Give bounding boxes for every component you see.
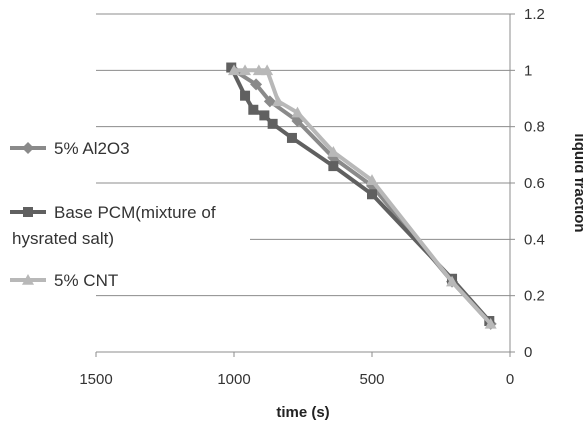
series-2 [228, 64, 497, 329]
y-tick-label: 0.8 [524, 119, 545, 136]
series-0 [228, 64, 497, 330]
legend-label-line: Base PCM(mixture of [54, 203, 216, 222]
y-tick-label: 1 [524, 62, 532, 79]
data-point [327, 146, 340, 157]
legend-label: 5% CNT [54, 271, 118, 290]
legend-label: 5% Al2O3 [54, 139, 130, 158]
data-point [248, 104, 259, 115]
data-point [367, 189, 377, 200]
data-point [226, 62, 237, 73]
legend-marker [23, 207, 33, 217]
x-tick-label: 500 [359, 371, 384, 388]
data-point [484, 317, 497, 329]
data-point [446, 275, 459, 287]
data-point [267, 118, 278, 129]
y-tick-label: 0 [524, 344, 532, 361]
legend-label: Base PCM(mixture of hysrated salt) [12, 203, 216, 248]
legend-item: 5% CNT [4, 264, 164, 292]
data-point [261, 64, 274, 76]
data-point [263, 95, 276, 108]
data-point [250, 78, 263, 91]
series-line [232, 68, 493, 326]
legend: 5% Al2O3 Base PCM(mixture of hysrated salt… [4, 132, 250, 292]
data-point [286, 132, 297, 143]
x-axis-title: time (s) [276, 404, 329, 421]
data-point [239, 64, 252, 76]
data-point [228, 64, 240, 76]
axes [95, 13, 515, 357]
series-layer [226, 62, 497, 330]
tick-labels: 0 0.2 0.4 0.6 0.8 1 1.2 1500 1000 500 0 [79, 6, 545, 388]
y-tick-label: 0.4 [524, 231, 545, 248]
data-point [240, 90, 251, 101]
data-point [272, 95, 285, 107]
x-tick-label: 0 [506, 371, 514, 388]
data-point [328, 161, 339, 172]
data-point [366, 174, 378, 185]
y-tick-label: 1.2 [524, 6, 545, 23]
x-tick-label: 1000 [217, 371, 250, 388]
legend-item: 5% Al2O3 [4, 132, 164, 160]
data-point [252, 64, 265, 76]
y-axis-title: liquid fraction [571, 133, 583, 232]
legend-bg [4, 196, 250, 248]
y-tick-label: 0.2 [524, 288, 545, 305]
legend-item: Base PCM(mixture of hysrated salt) [4, 196, 250, 248]
legend-marker [22, 274, 34, 285]
y-tick-label: 0.6 [524, 175, 545, 192]
legend-label-line: hysrated salt) [12, 229, 114, 248]
data-point [259, 110, 270, 121]
series-line [229, 65, 492, 323]
data-point [291, 106, 304, 118]
legend-marker [22, 142, 34, 154]
x-tick-label: 1500 [79, 371, 112, 388]
